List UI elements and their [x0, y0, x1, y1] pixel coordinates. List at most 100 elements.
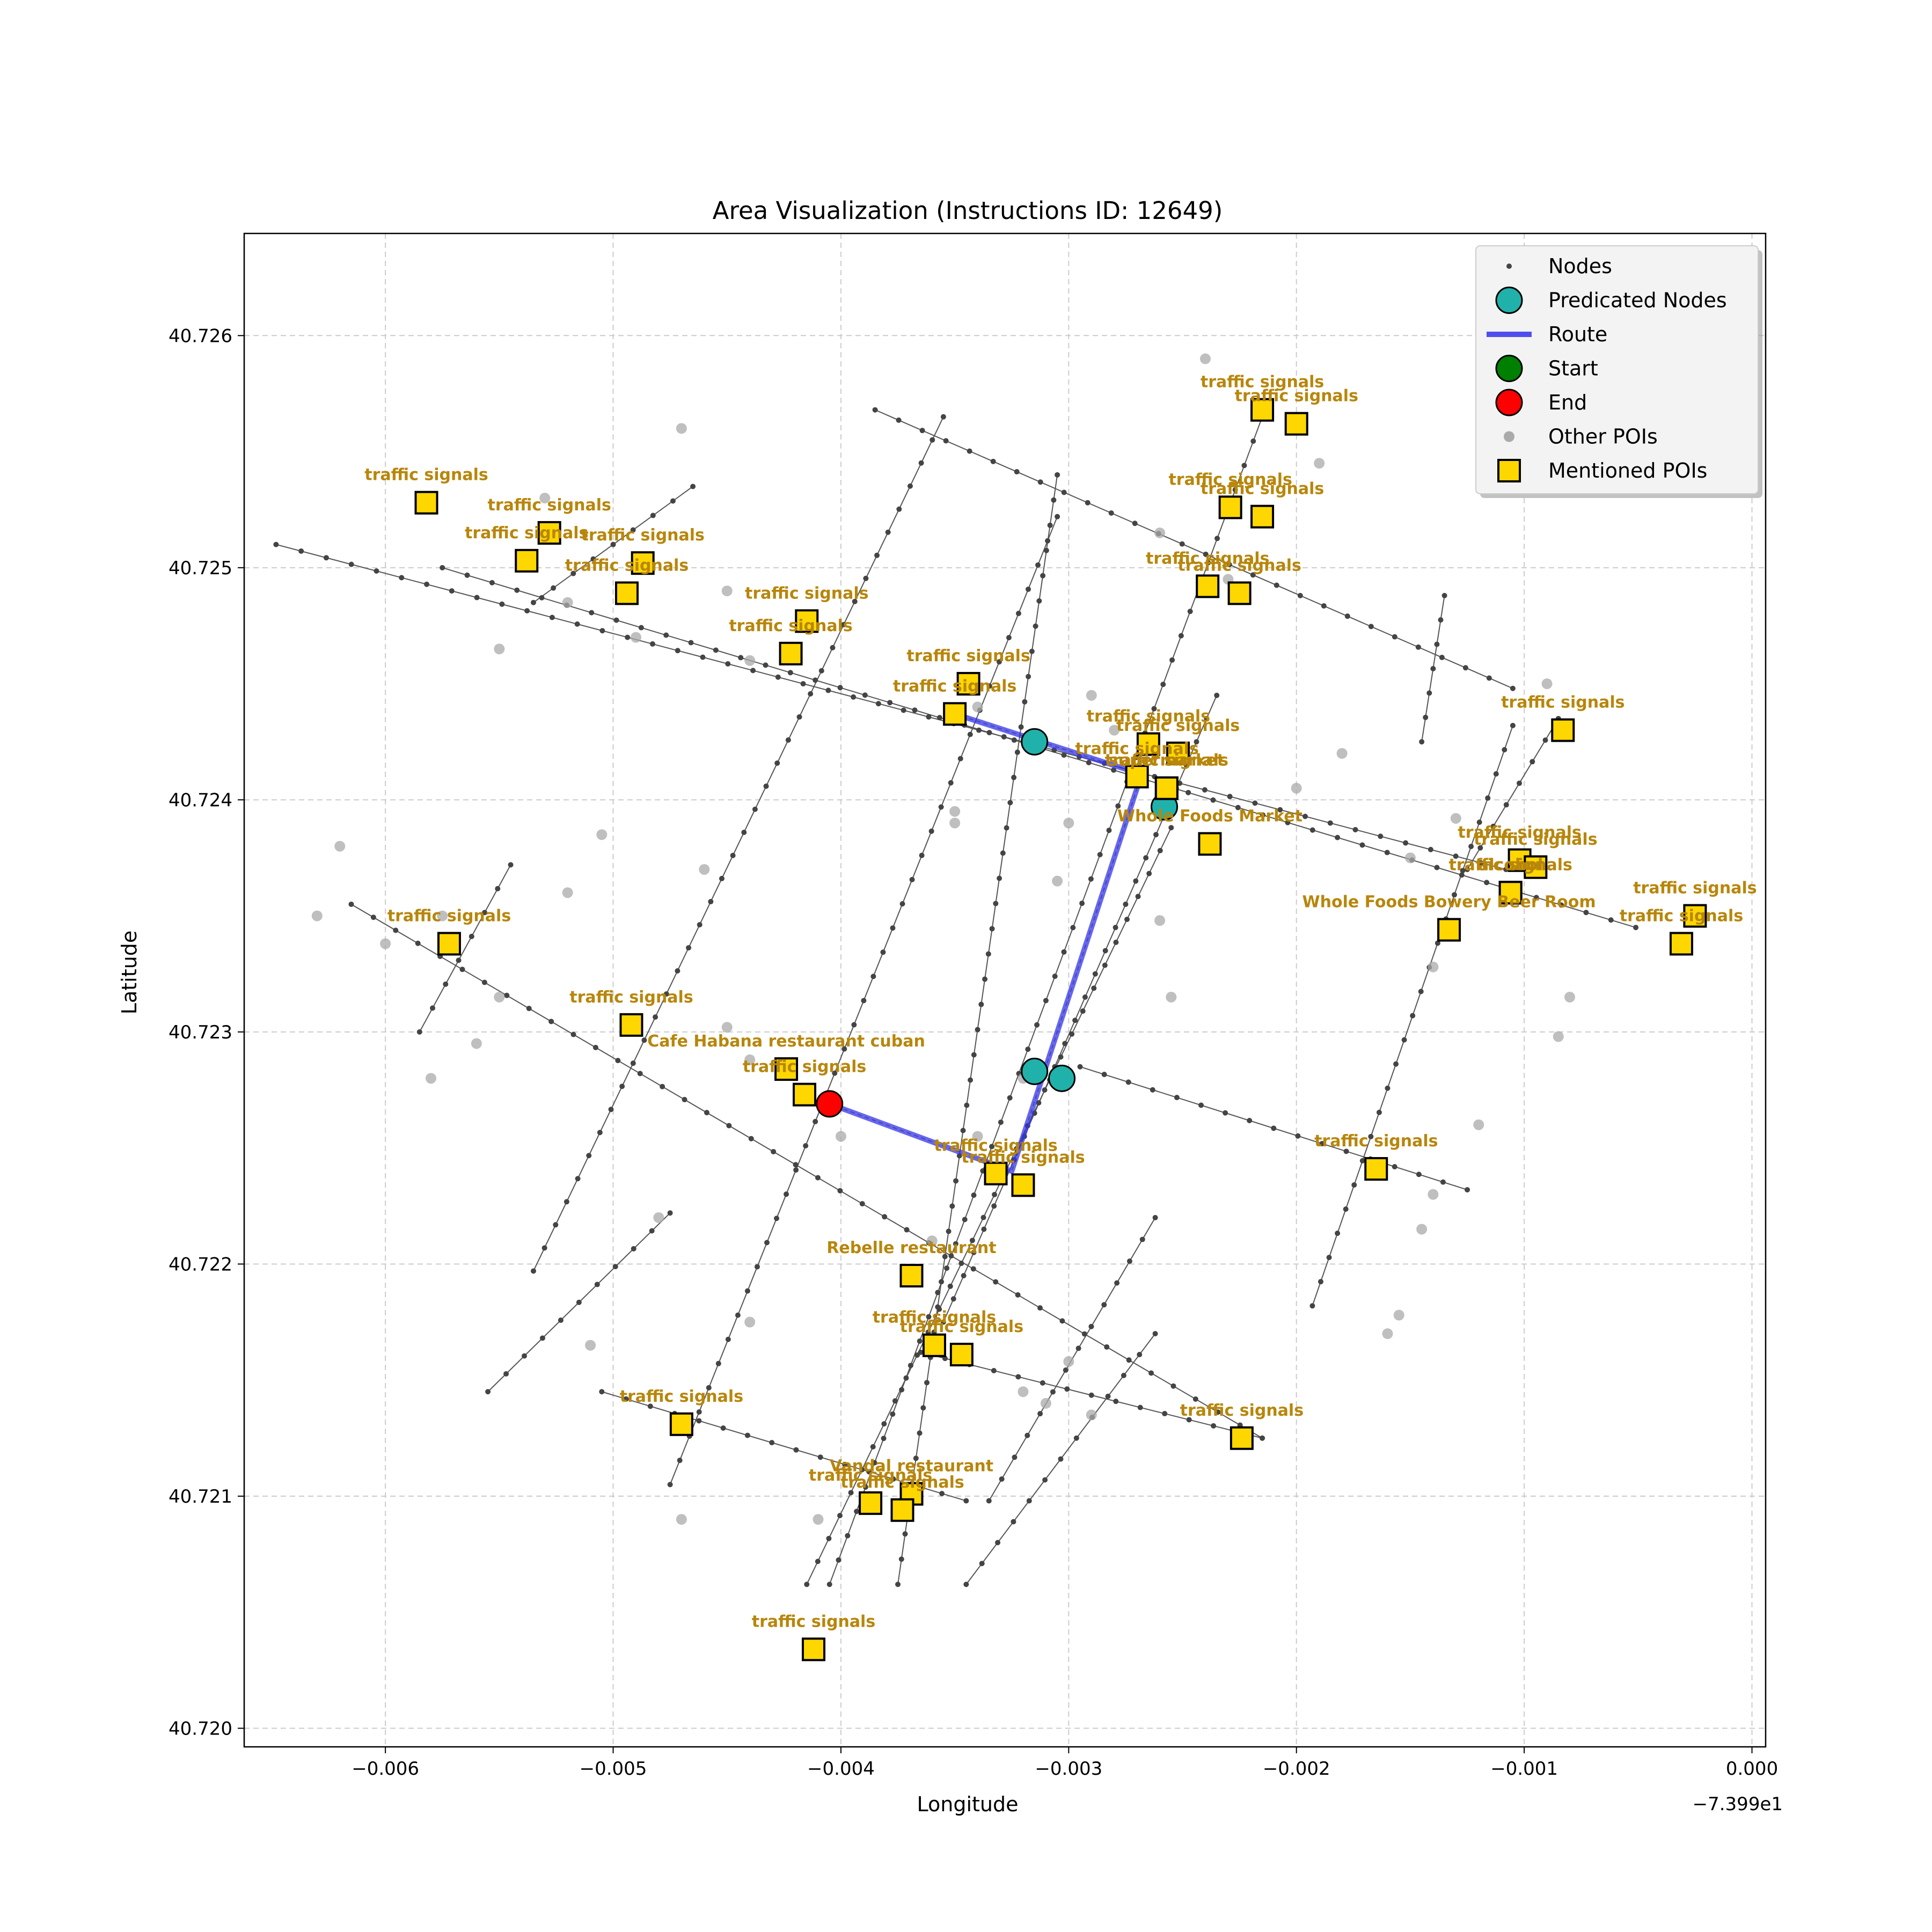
street-node — [1080, 1008, 1086, 1014]
street-node — [1252, 800, 1258, 806]
street-node — [1114, 1280, 1120, 1286]
street-node — [1011, 1519, 1016, 1525]
street-node — [1401, 1037, 1407, 1043]
street-node — [948, 780, 954, 786]
street-node — [1081, 1331, 1087, 1337]
other-poi — [494, 643, 505, 655]
street-node — [1162, 1411, 1168, 1417]
street-node — [1210, 797, 1216, 803]
street-node — [946, 1228, 952, 1234]
other-poi — [1553, 1031, 1564, 1042]
street-node — [1143, 855, 1149, 861]
street-segment — [533, 416, 944, 1271]
street-node — [1160, 682, 1166, 687]
street-node — [964, 1102, 970, 1108]
other-poi — [949, 817, 961, 829]
street-node — [495, 885, 501, 891]
other-poi — [1018, 1386, 1029, 1397]
street-node — [1384, 850, 1390, 855]
street-node — [1001, 734, 1007, 740]
mentioned-poi-label: traffic signals — [934, 1137, 1057, 1155]
street-node — [399, 575, 405, 581]
street-node — [1423, 714, 1429, 720]
street-node — [1510, 685, 1516, 691]
street-node — [686, 945, 692, 951]
street-node — [1428, 847, 1433, 853]
street-node — [999, 1476, 1005, 1482]
street-node — [464, 572, 470, 578]
street-node — [1477, 845, 1483, 851]
y-axis-ticks: 40.720 40.721 40.722 40.723 40.724 40.725 40.7… — [169, 325, 244, 1739]
street-node — [1113, 925, 1118, 931]
street-node — [726, 1123, 732, 1129]
street-segment — [1467, 718, 1559, 870]
street-node — [730, 853, 736, 859]
other-poi — [1166, 991, 1177, 1002]
mentioned-poi-marker — [1250, 398, 1275, 422]
mentioned-poi-marker — [1011, 1173, 1035, 1197]
street-node — [924, 1380, 930, 1386]
street-node — [774, 760, 780, 766]
street-node — [957, 756, 963, 762]
street-node — [885, 529, 891, 535]
street-node — [963, 1582, 969, 1587]
chart-title: Area Visualization (Instructions ID: 126… — [713, 196, 1223, 225]
street-node — [1092, 971, 1098, 977]
mentioned-poi-label: traffic signals — [387, 906, 511, 925]
street-node — [1058, 1054, 1064, 1060]
street-node — [1091, 985, 1097, 991]
mentioned-poi-label: traffic signals — [569, 988, 693, 1007]
street-node — [677, 1458, 683, 1463]
y-tick-label: 40.724 — [169, 789, 232, 811]
mentioned-poi-marker — [890, 1498, 914, 1522]
street-node — [748, 1136, 754, 1141]
street-node — [874, 552, 880, 558]
legend-label: Mentioned POIs — [1548, 459, 1707, 482]
mentioned-poi-label: alcohol — [1478, 855, 1543, 874]
street-node — [348, 901, 354, 907]
street-node — [1227, 794, 1233, 800]
street-node — [1052, 974, 1058, 979]
street-node — [1125, 1079, 1131, 1085]
street-node — [1051, 497, 1057, 503]
mentioned-poi-marker — [614, 581, 639, 605]
street-node — [1510, 722, 1516, 728]
mentioned-poi-marker — [414, 491, 438, 515]
street-node — [1108, 510, 1114, 516]
street-node — [808, 691, 814, 697]
street-node — [993, 901, 999, 906]
street-node — [612, 1264, 618, 1270]
street-node — [912, 707, 918, 713]
street-segment — [806, 827, 1172, 1585]
mentioned-poi-marker — [437, 932, 461, 956]
street-node — [456, 957, 462, 963]
mentioned-poi-marker — [1227, 581, 1252, 605]
street-node — [1040, 1380, 1045, 1386]
street-node — [482, 910, 488, 916]
street-node — [926, 714, 932, 720]
street-node — [1435, 940, 1440, 946]
street-node — [623, 1396, 629, 1402]
legend-label: Route — [1548, 323, 1607, 346]
street-node — [870, 974, 876, 979]
mentioned-poi-labels: traffic signals traffic signals traffic si… — [364, 373, 1757, 1631]
street-node — [1062, 1041, 1068, 1046]
mentioned-poi-label: traffic signals — [1087, 707, 1210, 726]
legend-label: Start — [1548, 357, 1598, 380]
street-segment — [875, 409, 1513, 689]
street-node — [872, 1460, 877, 1466]
street-node — [870, 1444, 876, 1450]
street-node — [764, 1240, 770, 1246]
street-node — [1343, 1148, 1349, 1154]
street-node — [514, 587, 520, 593]
street-node — [649, 1228, 655, 1234]
other-poi — [1086, 690, 1097, 701]
legend-marker-circle — [1495, 355, 1523, 382]
street-node — [971, 1249, 977, 1255]
street-node — [845, 1533, 851, 1539]
street-node — [1247, 1118, 1253, 1124]
other-poi — [653, 1212, 664, 1223]
x-axis-title: Longitude — [917, 1792, 1019, 1816]
street-node — [1132, 521, 1138, 526]
